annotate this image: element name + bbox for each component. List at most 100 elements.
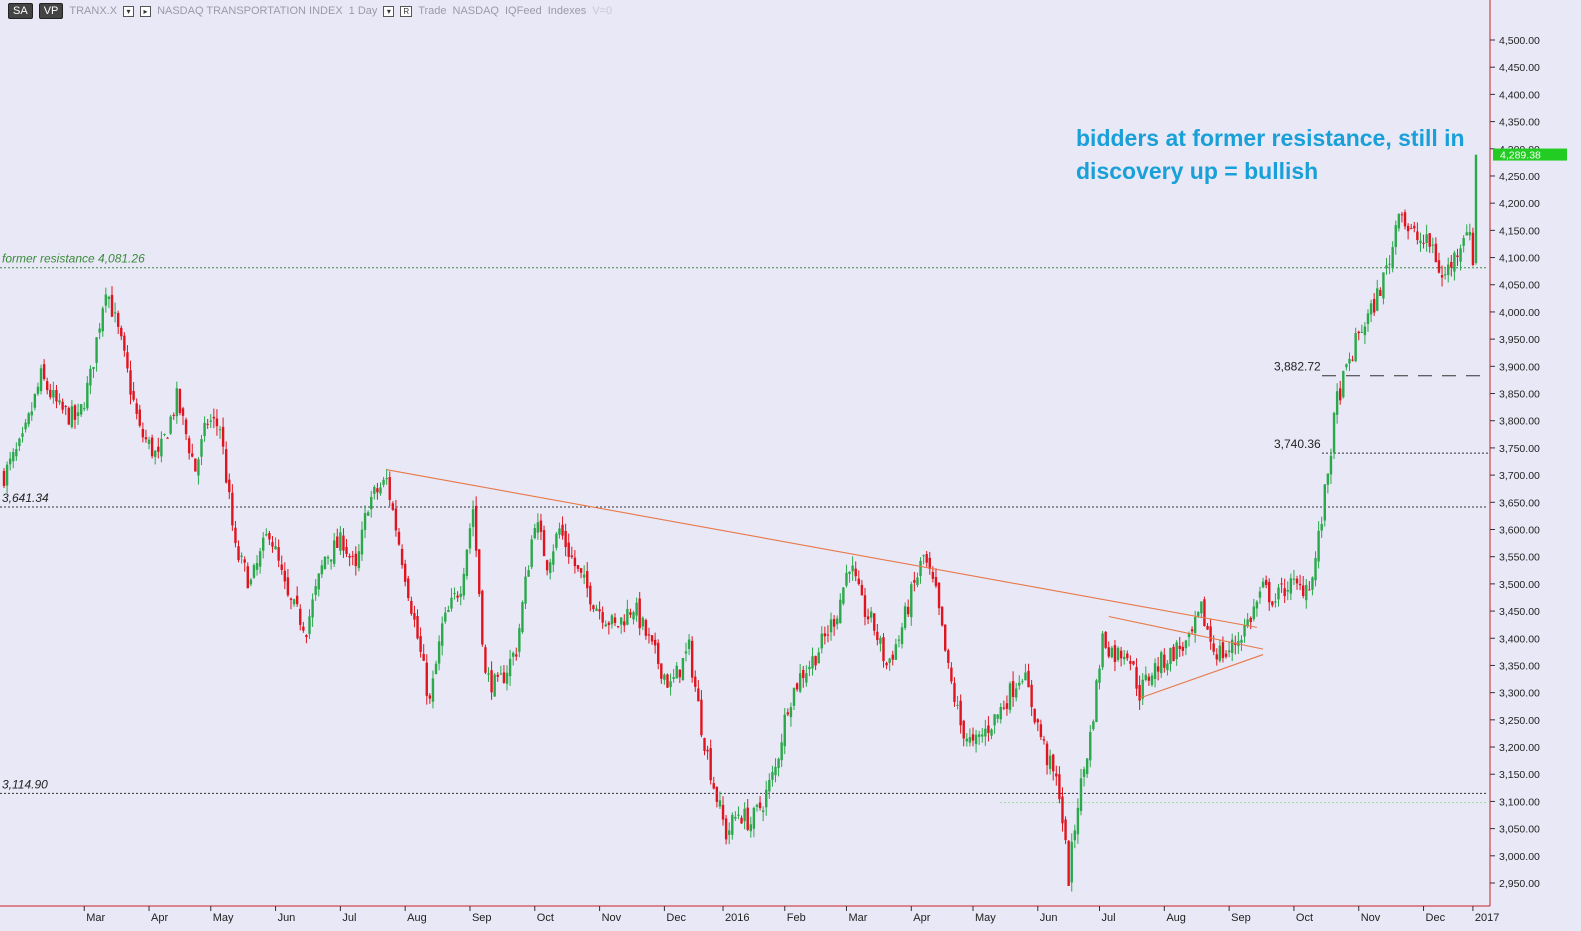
- y-tick-label: 3,100.00: [1499, 796, 1540, 808]
- candle-body: [829, 619, 833, 633]
- x-tick-label: Feb: [787, 912, 806, 924]
- candle: [184, 417, 188, 441]
- candle-body: [623, 621, 626, 626]
- candle-body: [462, 573, 466, 596]
- candle-body: [1403, 212, 1407, 227]
- candle: [851, 556, 854, 581]
- candle-body: [1061, 796, 1064, 824]
- symbol-label[interactable]: TRANX.X: [69, 5, 118, 17]
- candle: [765, 780, 768, 816]
- vp-button[interactable]: VP: [38, 3, 64, 19]
- candle: [36, 382, 40, 396]
- candle: [885, 661, 888, 670]
- candle-body: [450, 597, 453, 609]
- candle: [132, 382, 135, 402]
- x-tick-label: Sep: [1231, 912, 1251, 924]
- candle-body: [160, 438, 163, 457]
- candle: [490, 661, 493, 700]
- candle-body: [484, 647, 487, 673]
- candle: [897, 635, 901, 648]
- candle: [360, 521, 364, 561]
- candle-body: [515, 654, 518, 657]
- sa-button[interactable]: SA: [8, 3, 33, 19]
- candle: [126, 345, 129, 373]
- candle-body: [521, 602, 524, 633]
- candle: [913, 571, 916, 592]
- candle: [385, 468, 388, 485]
- candle: [836, 615, 839, 630]
- candle-body: [46, 381, 49, 391]
- candle-body: [505, 672, 509, 684]
- candle-body: [817, 652, 820, 664]
- candle: [444, 607, 447, 624]
- candle: [1206, 623, 1209, 630]
- candle: [832, 615, 836, 636]
- candle: [1351, 355, 1354, 362]
- candle-body: [999, 706, 1002, 720]
- chart-annotation: bidders at former resistance, still in d…: [1076, 122, 1496, 188]
- candle-body: [308, 616, 311, 635]
- candle-body: [971, 734, 975, 741]
- candle-body: [320, 565, 324, 575]
- candle: [882, 633, 885, 668]
- candle: [1070, 833, 1073, 892]
- candle-body: [1163, 654, 1166, 668]
- candle: [950, 662, 953, 685]
- candle: [274, 537, 277, 550]
- candle: [1126, 650, 1129, 661]
- candle: [820, 626, 823, 654]
- candle-body: [910, 584, 913, 618]
- y-tick-label: 3,700.00: [1499, 470, 1540, 482]
- candle: [1422, 234, 1425, 249]
- candle-body: [576, 565, 580, 569]
- candle: [660, 663, 663, 684]
- candle-body: [610, 615, 614, 625]
- candle: [974, 729, 978, 753]
- candle: [320, 559, 324, 579]
- candle: [619, 617, 623, 634]
- candle: [104, 287, 108, 313]
- symbol-dropdown-icon[interactable]: ▾: [123, 5, 135, 17]
- mode-button[interactable]: R: [400, 5, 413, 17]
- candle: [502, 665, 506, 684]
- candle-body: [626, 608, 629, 625]
- y-tick-label: 3,400.00: [1499, 633, 1540, 645]
- candle-body: [64, 406, 67, 408]
- candle: [558, 522, 561, 539]
- candle: [203, 416, 206, 442]
- candle: [731, 812, 734, 840]
- candle-body: [1101, 633, 1104, 668]
- candle: [718, 791, 722, 809]
- candle: [1437, 252, 1441, 274]
- candle-body: [842, 587, 845, 604]
- candle: [1289, 573, 1293, 601]
- candle-body: [1382, 272, 1385, 299]
- candle: [1301, 576, 1305, 599]
- candle: [144, 429, 148, 443]
- candle: [1113, 639, 1117, 672]
- candle: [255, 555, 259, 576]
- candle: [215, 409, 219, 436]
- candle: [1431, 237, 1434, 254]
- candle-body: [283, 570, 287, 582]
- candle: [1089, 725, 1092, 768]
- candle-body: [1178, 645, 1181, 649]
- candle-body: [876, 631, 879, 641]
- candle-body: [848, 571, 851, 574]
- interval-label[interactable]: 1 Day: [348, 5, 378, 17]
- candle-body: [98, 328, 101, 333]
- candle-body: [305, 635, 308, 638]
- candle-body: [687, 639, 691, 650]
- x-tick-label: Oct: [1296, 912, 1313, 924]
- candle: [79, 404, 83, 417]
- candle-body: [299, 608, 302, 625]
- interval-dropdown-icon[interactable]: ▾: [383, 5, 395, 17]
- candle-body: [919, 560, 922, 577]
- candle-body: [354, 553, 357, 567]
- candle-body: [200, 439, 203, 457]
- candle-body: [336, 536, 339, 548]
- candle: [536, 513, 540, 540]
- study-dropdown-icon[interactable]: ▸: [140, 5, 152, 17]
- candle-body: [508, 658, 512, 677]
